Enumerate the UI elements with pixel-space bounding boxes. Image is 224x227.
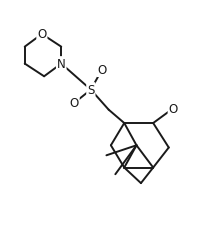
Text: O: O: [97, 64, 107, 77]
Text: O: O: [37, 28, 47, 41]
Text: O: O: [69, 97, 79, 110]
Text: O: O: [169, 102, 178, 115]
Text: S: S: [87, 84, 95, 97]
Text: N: N: [57, 58, 66, 71]
